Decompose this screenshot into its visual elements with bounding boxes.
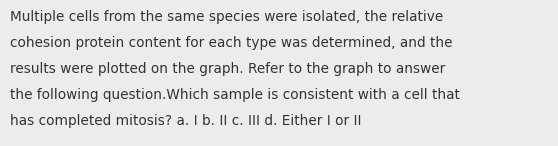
Text: Multiple cells from the same species were isolated, the relative: Multiple cells from the same species wer… bbox=[10, 10, 443, 24]
Text: has completed mitosis? a. I b. II c. III d. Either I or II: has completed mitosis? a. I b. II c. III… bbox=[10, 114, 362, 128]
Text: results were plotted on the graph. Refer to the graph to answer: results were plotted on the graph. Refer… bbox=[10, 62, 445, 76]
Text: cohesion protein content for each type was determined, and the: cohesion protein content for each type w… bbox=[10, 36, 453, 50]
Text: the following question.Which sample is consistent with a cell that: the following question.Which sample is c… bbox=[10, 88, 460, 102]
